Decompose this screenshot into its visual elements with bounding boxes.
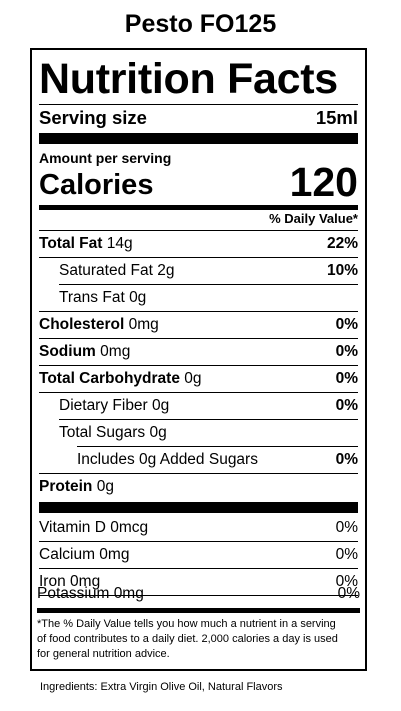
- serving-size-label: Serving size: [39, 107, 147, 128]
- vitamin-name: Potassium: [37, 585, 110, 602]
- nutrient-name: Trans Fat: [59, 289, 125, 306]
- vitamin-name: Iron: [39, 573, 66, 590]
- vitamin-row-iron: Iron 0mg 0%: [39, 569, 358, 595]
- serving-size-row: Serving size 15ml: [39, 106, 358, 130]
- nutrient-name: Includes 0g Added Sugars: [77, 451, 258, 468]
- nutrient-amount: 0g: [152, 397, 170, 414]
- divider: [39, 365, 358, 366]
- nutrient-dv: 0%: [335, 370, 358, 387]
- nutrient-row-trans-fat: Trans Fat 0g: [39, 285, 358, 311]
- nutrient-dv: 10%: [326, 262, 358, 279]
- nutrient-dv: 0%: [335, 397, 358, 414]
- nutrient-amount: 14g: [106, 235, 133, 252]
- vitamin-name: Vitamin D: [39, 519, 106, 536]
- nutrient-name: Saturated Fat: [59, 262, 153, 279]
- footnote: *The % Daily Value tells you how much a …: [37, 618, 338, 660]
- divider: [59, 419, 358, 420]
- nutrient-row-total-fat: Total Fat 14g 22%: [39, 231, 358, 257]
- vitamin-dv: 0%: [337, 585, 360, 602]
- vitamin-row-vitamin-d: Vitamin D 0mcg 0%: [39, 515, 358, 541]
- divider: [39, 257, 358, 258]
- divider: [39, 338, 358, 339]
- vitamin-row-calcium: Calcium 0mg 0%: [39, 542, 358, 568]
- nutrient-row-total-carbohydrate: Total Carbohydrate 0g 0%: [39, 366, 358, 392]
- vitamin-dv: 0%: [335, 519, 358, 536]
- nutrient-dv: 22%: [326, 235, 358, 252]
- nutrient-amount: 0mg: [100, 343, 131, 360]
- vitamin-name: Calcium: [39, 546, 95, 563]
- divider: [39, 541, 358, 542]
- nutrient-row-sodium: Sodium 0mg 0%: [39, 339, 358, 365]
- nutrient-row-dietary-fiber: Dietary Fiber 0g 0%: [39, 393, 358, 419]
- thick-divider: [39, 502, 358, 513]
- divider: [77, 446, 358, 447]
- daily-value-header: % Daily Value*: [269, 211, 358, 226]
- nutrition-facts-label: Nutrition Facts Serving size 15ml Amount…: [30, 48, 367, 671]
- nutrient-amount: 0g: [184, 370, 202, 387]
- vitamin-dv: 0%: [335, 573, 358, 590]
- nutrient-row-cholesterol: Cholesterol 0mg 0%: [39, 312, 358, 338]
- nutrition-facts-title: Nutrition Facts: [39, 55, 338, 103]
- vitamin-dv: 0%: [335, 546, 358, 563]
- vitamin-amount: 0mg: [99, 546, 130, 563]
- divider: [39, 568, 358, 569]
- serving-size-value: 15ml: [315, 107, 358, 128]
- nutrient-name: Total Fat: [39, 235, 103, 252]
- medium-divider: [39, 205, 358, 210]
- vitamin-amount: 0mcg: [110, 519, 149, 536]
- divider: [39, 473, 358, 474]
- divider: [39, 392, 358, 393]
- nutrient-row-total-sugars: Total Sugars 0g: [39, 420, 358, 446]
- nutrient-dv: 0%: [335, 451, 358, 468]
- product-title: Pesto FO125: [124, 10, 277, 38]
- nutrient-name: Protein: [39, 478, 93, 495]
- thick-divider: [39, 133, 358, 144]
- divider: [39, 104, 358, 105]
- nutrient-amount: 0mg: [128, 316, 159, 333]
- calories-value: 120: [289, 159, 358, 205]
- calories-label: Calories: [39, 169, 154, 201]
- vitamin-row-potassium: Potassium 0mg 0%: [37, 581, 360, 607]
- divider: [39, 311, 358, 312]
- nutrient-name: Dietary Fiber: [59, 397, 148, 414]
- nutrient-dv: 0%: [335, 316, 358, 333]
- nutrient-amount: 2g: [157, 262, 175, 279]
- amount-per-serving: Amount per serving: [39, 150, 172, 166]
- nutrient-name: Cholesterol: [39, 316, 125, 333]
- nutrient-name: Total Sugars: [59, 424, 146, 441]
- nutrient-row-saturated-fat: Saturated Fat 2g 10%: [39, 258, 358, 284]
- nutrient-dv: 0%: [335, 343, 358, 360]
- divider: [39, 230, 358, 231]
- divider: [59, 284, 358, 285]
- nutrient-amount: 0g: [96, 478, 114, 495]
- nutrient-row-added-sugars: Includes 0g Added Sugars 0%: [39, 447, 358, 473]
- nutrient-name: Sodium: [39, 343, 96, 360]
- vitamin-amount: 0mg: [70, 573, 101, 590]
- nutrient-amount: 0g: [149, 424, 167, 441]
- medium-divider: [37, 608, 360, 613]
- nutrient-name: Total Carbohydrate: [39, 370, 180, 387]
- vitamin-amount: 0mg: [113, 585, 144, 602]
- ingredients: Ingredients: Extra Virgin Olive Oil, Nat…: [40, 681, 283, 693]
- nutrient-amount: 0g: [129, 289, 147, 306]
- divider: [39, 595, 358, 596]
- nutrient-row-protein: Protein 0g: [39, 474, 358, 500]
